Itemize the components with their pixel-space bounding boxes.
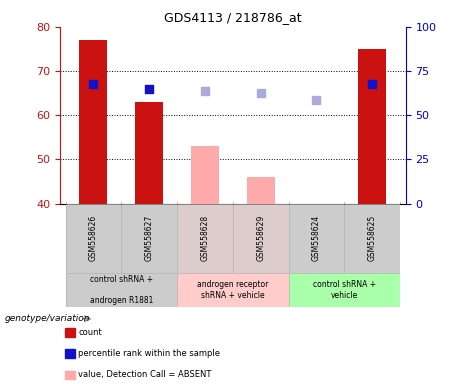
Point: [201, 88, 209, 94]
Text: GSM558629: GSM558629: [256, 215, 265, 261]
Bar: [247, 177, 275, 204]
Text: count: count: [78, 328, 102, 337]
Point: [146, 86, 153, 92]
Text: value, Detection Call = ABSENT: value, Detection Call = ABSENT: [78, 370, 212, 379]
Bar: [65, 349, 75, 358]
Bar: [79, 40, 107, 204]
Point: [368, 81, 376, 88]
Text: GSM558628: GSM558628: [201, 215, 209, 261]
Text: GSM558624: GSM558624: [312, 215, 321, 261]
Text: percentile rank within the sample: percentile rank within the sample: [78, 349, 220, 358]
Bar: [135, 102, 163, 204]
Point: [90, 81, 97, 88]
Text: GSM558626: GSM558626: [89, 215, 98, 261]
Title: GDS4113 / 218786_at: GDS4113 / 218786_at: [164, 11, 301, 24]
Text: genotype/variation: genotype/variation: [5, 314, 90, 323]
Text: control shRNA +
vehicle: control shRNA + vehicle: [313, 280, 376, 300]
Bar: [358, 49, 386, 204]
Bar: [65, 371, 75, 379]
Bar: [191, 146, 219, 204]
Text: GSM558625: GSM558625: [368, 215, 377, 261]
Point: [257, 90, 264, 96]
Text: control shRNA +

androgen R1881: control shRNA + androgen R1881: [89, 275, 153, 305]
Point: [313, 97, 320, 103]
Text: GSM558627: GSM558627: [145, 215, 154, 261]
Bar: [65, 328, 75, 337]
Text: androgen receptor
shRNA + vehicle: androgen receptor shRNA + vehicle: [197, 280, 268, 300]
